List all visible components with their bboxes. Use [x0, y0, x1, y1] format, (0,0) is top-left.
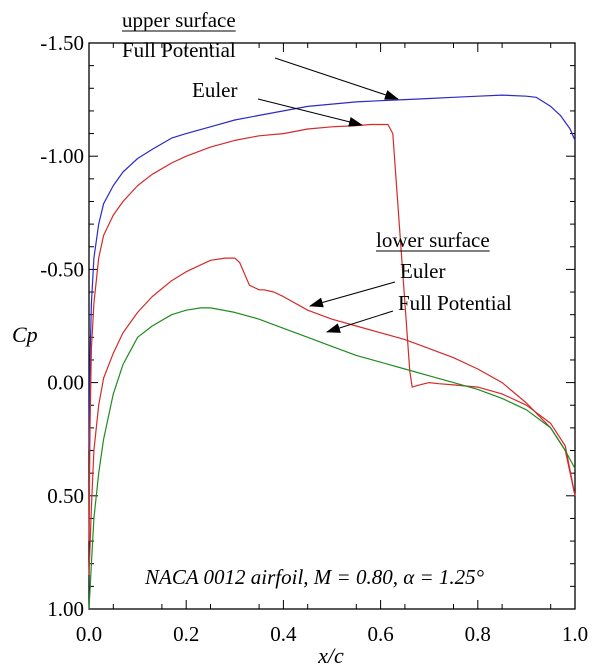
x-tick-label: 1.0	[562, 622, 588, 646]
series-line-upper_full_potential	[88, 94, 576, 451]
y-tick-label: -1.00	[40, 144, 84, 168]
x-tick-label: 0.2	[173, 622, 199, 646]
lower-full-potential-label: Full Potential	[398, 291, 512, 315]
series-layer	[88, 94, 576, 610]
y-tick-label: -1.50	[40, 31, 84, 55]
y-tick-label: 0.00	[47, 371, 84, 395]
upper-surface-label: upper surface	[122, 8, 236, 32]
upper-euler-arrow	[257, 98, 363, 127]
series-line-upper_euler	[88, 123, 576, 542]
lower-surface-label: lower surface	[376, 228, 490, 252]
series-line-lower_full_potential	[88, 307, 576, 610]
y-tick-label: 1.00	[47, 597, 84, 621]
chart-annotation: NACA 0012 airfoil, M = 0.80, α = 1.25°	[144, 565, 485, 589]
plot-frame	[88, 42, 576, 610]
lower-full-potential-arrow	[326, 310, 394, 333]
series-line-lower_euler	[88, 257, 576, 576]
x-tick-label: 0.4	[270, 622, 297, 646]
x-tick-label: 0.6	[367, 622, 393, 646]
annotations: upper surface Full Potential Euler lower su…	[122, 8, 512, 333]
upper-full-potential-label: Full Potential	[122, 38, 236, 62]
lower-euler-label: Euler	[400, 259, 445, 283]
y-tick-label: -0.50	[40, 257, 84, 281]
x-tick-label: 0.8	[465, 622, 491, 646]
upper-full-potential-arrow	[274, 57, 399, 100]
y-axis-label: Cp	[12, 322, 38, 347]
axes: 0.0 0.2 0.4 0.6 0.8 1.0 -1.50 -1.00 -0.50 0.00 0.5…	[40, 31, 588, 646]
upper-euler-label: Euler	[192, 78, 237, 102]
y-tick-label: 0.50	[47, 484, 84, 508]
x-tick-label: 0.0	[76, 622, 102, 646]
lower-euler-arrow	[309, 281, 396, 308]
x-axis-label: x/c	[317, 643, 344, 667]
